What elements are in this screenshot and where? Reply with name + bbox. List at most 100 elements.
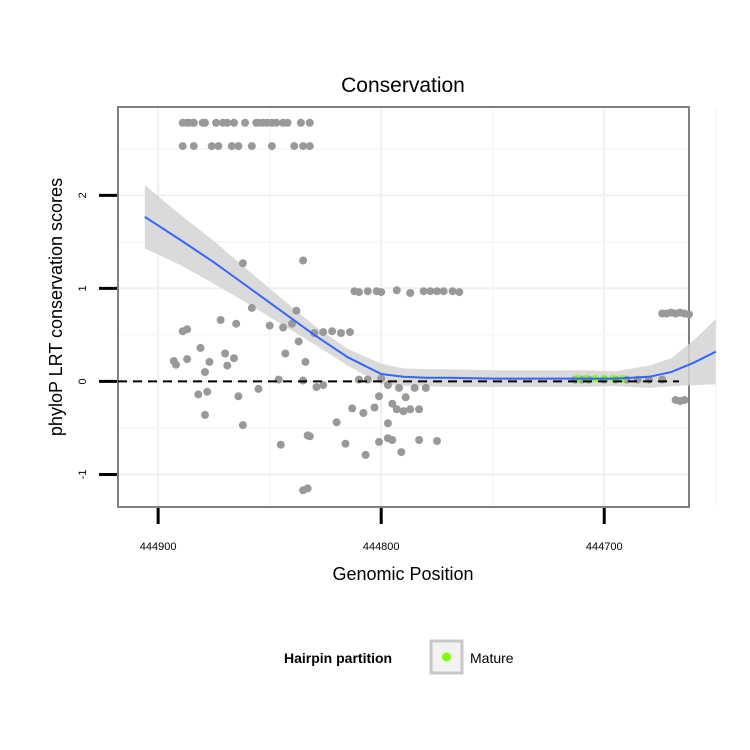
data-point: [426, 287, 435, 296]
data-point: [406, 289, 415, 297]
data-point: [194, 390, 203, 399]
data-point: [178, 142, 187, 151]
y-tick-label: 0: [77, 378, 89, 384]
data-point: [227, 142, 236, 151]
plot-panel: [117, 106, 690, 508]
data-point: [361, 450, 370, 459]
data-point: [272, 118, 281, 127]
data-point: [247, 303, 256, 312]
data-point: [281, 349, 290, 358]
data-point: [299, 142, 308, 151]
data-point: [354, 288, 363, 297]
data-point: [439, 287, 448, 296]
data-point: [288, 319, 296, 328]
legend: Hairpin partition Mature: [284, 639, 514, 675]
data-point: [383, 381, 392, 390]
data-point: [203, 387, 212, 396]
data-point: [241, 118, 250, 127]
axes-layer: 444900 444800 444700 2 1 0 -1: [77, 192, 623, 553]
data-point: [359, 409, 368, 417]
data-point: [221, 349, 230, 358]
data-point: [392, 286, 401, 295]
data-point: [189, 142, 198, 151]
data-point: [680, 396, 689, 404]
x-tick-label: 444800: [363, 541, 400, 553]
x-axis-title: Genomic Position: [332, 564, 473, 584]
data-point: [305, 432, 314, 441]
legend-key-box: [429, 639, 464, 675]
y-axis-title: phyloP LRT conservation scores: [46, 178, 66, 436]
data-point: [397, 448, 406, 457]
data-point: [305, 142, 314, 151]
data-point: [267, 142, 276, 151]
data-point: [223, 361, 232, 370]
data-point: [388, 399, 397, 408]
data-point: [363, 287, 372, 296]
data-point: [183, 325, 192, 334]
data-point: [388, 436, 397, 444]
data-point: [232, 319, 241, 328]
data-point: [685, 310, 693, 319]
data-point: [421, 383, 430, 392]
data-point: [196, 343, 205, 352]
data-point: [205, 357, 214, 366]
data-point: [328, 327, 337, 336]
data-point: [377, 288, 386, 297]
smooth-layer: [144, 215, 717, 380]
data-point: [410, 383, 419, 392]
data-point: [234, 392, 243, 401]
data-point: [301, 357, 310, 366]
data-point: [310, 329, 319, 337]
data-point: [212, 118, 221, 127]
data-point: [223, 118, 232, 127]
data-point: [392, 405, 401, 414]
data-point: [370, 403, 379, 412]
data-point: [319, 328, 328, 337]
data-point: [234, 142, 243, 151]
data-point: [305, 118, 314, 127]
data-point: [383, 419, 392, 428]
data-point: [230, 118, 238, 127]
y-tick-label: 2: [77, 192, 89, 198]
data-point: [238, 421, 247, 430]
data-point: [375, 437, 383, 446]
data-point: [201, 118, 209, 127]
data-point: [346, 328, 354, 337]
data-point: [230, 354, 238, 363]
y-tick-label: -1: [77, 470, 89, 480]
data-point: [303, 484, 312, 493]
legend-mature-dot: [442, 652, 451, 662]
data-point: [265, 321, 274, 330]
data-point: [337, 329, 345, 337]
data-point: [172, 360, 180, 369]
data-point: [341, 439, 350, 448]
legend-title: Hairpin partition: [284, 650, 392, 666]
data-point: [290, 142, 299, 151]
data-point: [189, 118, 198, 127]
data-point: [207, 142, 216, 151]
data-point: [201, 368, 209, 377]
y-tick-label: 1: [77, 285, 89, 291]
legend-label-mature: Mature: [470, 650, 514, 666]
data-point: [415, 436, 424, 444]
data-point: [312, 383, 321, 391]
data-point: [216, 316, 225, 324]
data-point: [375, 392, 383, 401]
chart-title: Conservation: [341, 74, 465, 97]
data-point: [247, 142, 256, 151]
data-point: [433, 437, 441, 445]
data-point: [238, 259, 247, 268]
data-point: [395, 383, 403, 392]
data-point: [433, 287, 441, 296]
data-point: [332, 418, 341, 427]
data-point: [279, 323, 288, 332]
data-point: [348, 404, 357, 413]
data-point: [419, 287, 428, 296]
data-point: [254, 384, 263, 393]
data-point: [319, 381, 328, 390]
data-point: [294, 337, 303, 346]
data-point: [399, 407, 408, 416]
data-point: [276, 440, 285, 449]
data-point: [455, 288, 464, 297]
